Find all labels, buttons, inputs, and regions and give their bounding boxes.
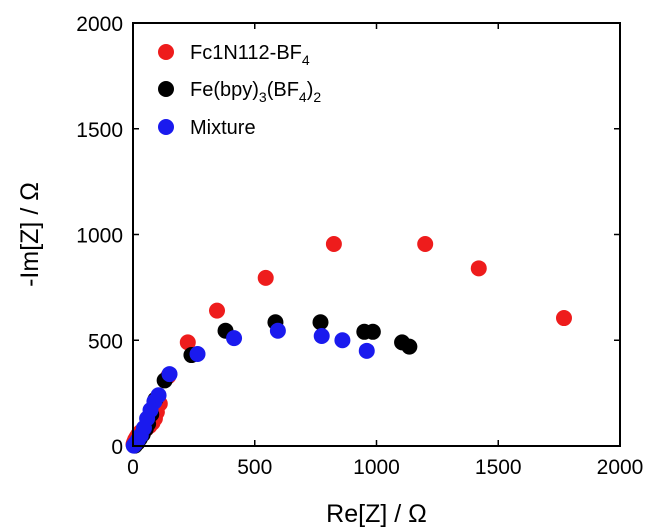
mixture-point [226,330,243,347]
mixture-point [161,366,178,383]
legend-marker-fc1n112 [158,44,174,60]
fc1n112-point [179,334,196,351]
mixture-point [313,328,330,345]
x-tick-label: 1500 [475,456,522,479]
febpy-point [401,338,418,355]
y-tick-label: 1500 [76,119,123,142]
y-axis-ticks: 0 500 1000 1500 2000 [76,13,620,459]
fc1n112-point [417,236,434,253]
x-tick-label: 1000 [353,456,400,479]
mixture-point [269,322,286,339]
fc1n112-point [555,310,572,327]
x-axis-ticks: 0 500 1000 1500 2000 [127,23,643,479]
legend-label-mixture: Mixture [190,117,256,139]
fc1n112-point [325,236,342,253]
fc1n112-point [470,260,487,277]
y-tick-label: 2000 [76,13,123,36]
legend-label-febpy: Fe(bpy)3(BF4)2 [190,79,321,105]
febpy-point [364,323,381,340]
y-tick-label: 500 [88,330,123,353]
y-tick-label: 1000 [76,225,123,248]
fc1n112-point [257,269,274,286]
legend: Fc1N112-BF4 Fe(bpy)3(BF4)2 Mixture [158,42,321,139]
fc1n112-point [209,302,226,319]
mixture-point [334,332,351,349]
data-points [125,236,572,454]
febpy-point [312,314,329,331]
x-axis-label: Re[Z] / Ω [326,500,427,528]
x-tick-label: 500 [237,456,272,479]
mixture-point [189,345,206,362]
x-tick-label: 2000 [597,456,644,479]
legend-label-fc1n112: Fc1N112-BF4 [190,42,310,68]
legend-marker-mixture [158,119,174,135]
mixture-point [150,387,167,404]
y-axis-label: -Im[Z] / Ω [16,182,44,287]
mixture-point [358,342,375,359]
legend-marker-febpy [158,81,174,97]
y-tick-label: 0 [111,436,123,459]
x-tick-label: 0 [127,456,139,479]
